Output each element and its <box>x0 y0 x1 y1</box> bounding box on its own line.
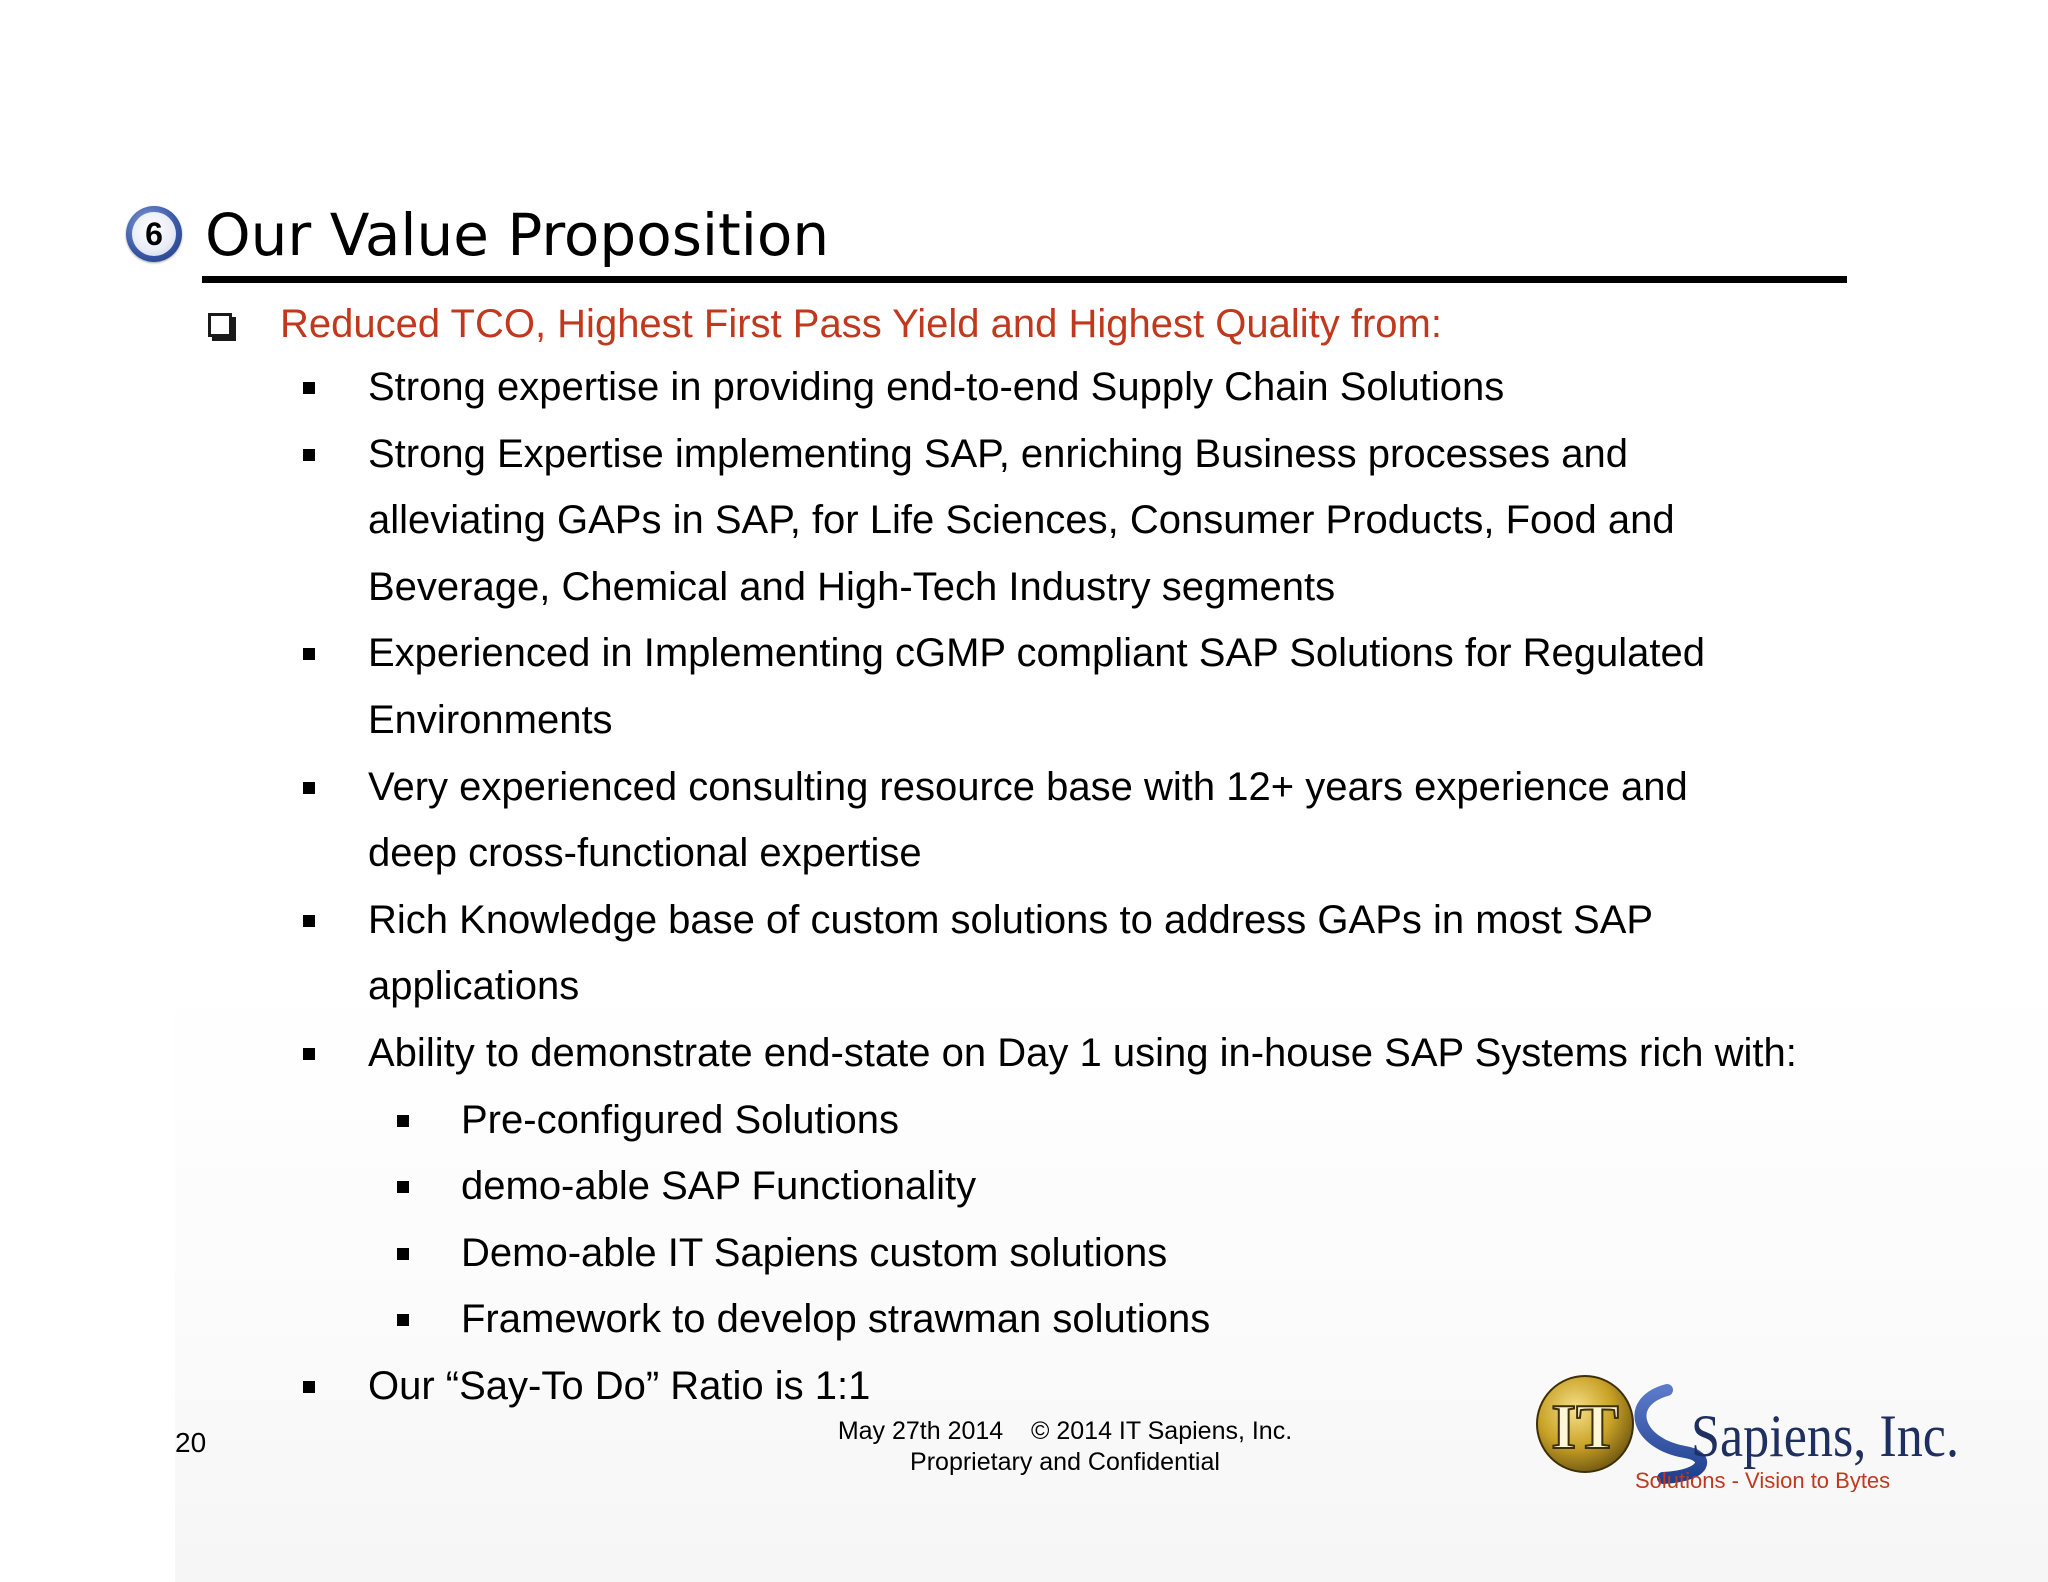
bullet-text: Rich Knowledge base of custom solutions … <box>368 897 1654 942</box>
lead-text: Reduced TCO, Highest First Pass Yield an… <box>280 301 1442 346</box>
bullet-text: Experienced in Implementing cGMP complia… <box>368 631 1706 676</box>
bullet-line: Environments <box>0 687 2048 754</box>
bullet-text: Demo-able IT Sapiens custom solutions <box>461 1230 1168 1275</box>
bullet-line: Beverage, Chemical and High-Tech Industr… <box>0 554 2048 621</box>
page-title: Our Value Proposition <box>205 201 830 269</box>
square-bullet-icon <box>303 781 315 794</box>
bullet-text: Pre-configured Solutions <box>461 1097 900 1142</box>
bullet-line: Ability to demonstrate end-state on Day … <box>0 1020 2048 1087</box>
logo-mark: IT <box>1551 1391 1619 1462</box>
square-bullet-icon <box>303 1047 315 1060</box>
checkbox-icon <box>208 313 232 337</box>
bullet-line: Framework to develop strawman solutions <box>0 1286 2048 1353</box>
bullet-line: deep cross-functional expertise <box>0 820 2048 887</box>
logo-gold-emblem <box>1536 1375 1634 1473</box>
bullet-text: Ability to demonstrate end-state on Day … <box>368 1030 1797 1075</box>
bullet-text: Strong expertise in providing end-to-end… <box>368 365 1505 409</box>
section-number-icon: 6 <box>126 206 182 262</box>
footer-date-copyright: May 27th 2014 © 2014 IT Sapiens, Inc. <box>837 1417 1293 1445</box>
bullet-line: Strong Expertise implementing SAP, enric… <box>0 421 2048 488</box>
bullet-line: applications <box>0 953 2048 1020</box>
lead-item: Reduced TCO, Highest First Pass Yield an… <box>208 296 1442 352</box>
page-number: 20 <box>175 1427 207 1458</box>
footer-confidential: Proprietary and Confidential <box>910 1448 1220 1476</box>
square-bullet-icon <box>303 648 315 661</box>
square-bullet-icon <box>397 1181 409 1194</box>
footer: May 27th 2014 © 2014 IT Sapiens, Inc. Pr… <box>760 1416 1370 1478</box>
bullet-text: Framework to develop strawman solutions <box>461 1297 1211 1342</box>
bullet-text: alleviating GAPs in SAP, for Life Scienc… <box>368 498 1675 543</box>
bullet-text: Environments <box>368 697 613 742</box>
bullet-line: Strong expertise in providing end-to-end… <box>0 354 2048 421</box>
square-bullet-icon <box>303 1380 315 1393</box>
bullet-text: Our “Say-To Do” Ratio is 1:1 <box>368 1363 871 1408</box>
bullet-line: Very experienced consulting resource bas… <box>0 754 2048 821</box>
bullet-list: Strong expertise in providing end-to-end… <box>0 354 2048 1420</box>
bullet-line: Experienced in Implementing cGMP complia… <box>0 620 2048 687</box>
square-bullet-icon <box>303 914 315 927</box>
square-bullet-icon <box>397 1247 409 1260</box>
logo-swoosh <box>1634 1384 1707 1484</box>
square-bullet-icon <box>397 1314 409 1327</box>
bullet-line: Rich Knowledge base of custom solutions … <box>0 887 2048 954</box>
slide-background <box>175 980 2048 1582</box>
bullet-text: applications <box>368 964 580 1009</box>
square-bullet-icon <box>397 1114 409 1127</box>
bullet-text: Strong Expertise implementing SAP, enric… <box>368 431 1628 476</box>
bullet-text: deep cross-functional expertise <box>368 831 922 876</box>
bullet-line: Pre-configured Solutions <box>0 1087 2048 1154</box>
it-sapiens-logo: IT Sapiens, Inc. Solutions - Vision to B… <box>1536 1375 1959 1492</box>
square-bullet-icon <box>303 382 315 394</box>
logo-tagline: Solutions - Vision to Bytes <box>1635 1468 1890 1492</box>
bullet-line: alleviating GAPs in SAP, for Life Scienc… <box>0 487 2048 554</box>
bullet-text: demo-able SAP Functionality <box>461 1164 977 1209</box>
logo-name: Sapiens, Inc. <box>1691 1403 1959 1469</box>
bullet-text: Very experienced consulting resource bas… <box>368 764 1688 809</box>
bullet-line: demo-able SAP Functionality <box>0 1153 2048 1220</box>
bullet-line: Our “Say-To Do” Ratio is 1:1 <box>0 1353 2048 1420</box>
title-underline <box>202 276 1847 283</box>
square-bullet-icon <box>303 448 315 461</box>
bullet-text: Beverage, Chemical and High-Tech Industr… <box>368 564 1336 609</box>
bullet-line: Demo-able IT Sapiens custom solutions <box>0 1220 2048 1287</box>
section-number: 6 <box>132 212 176 256</box>
